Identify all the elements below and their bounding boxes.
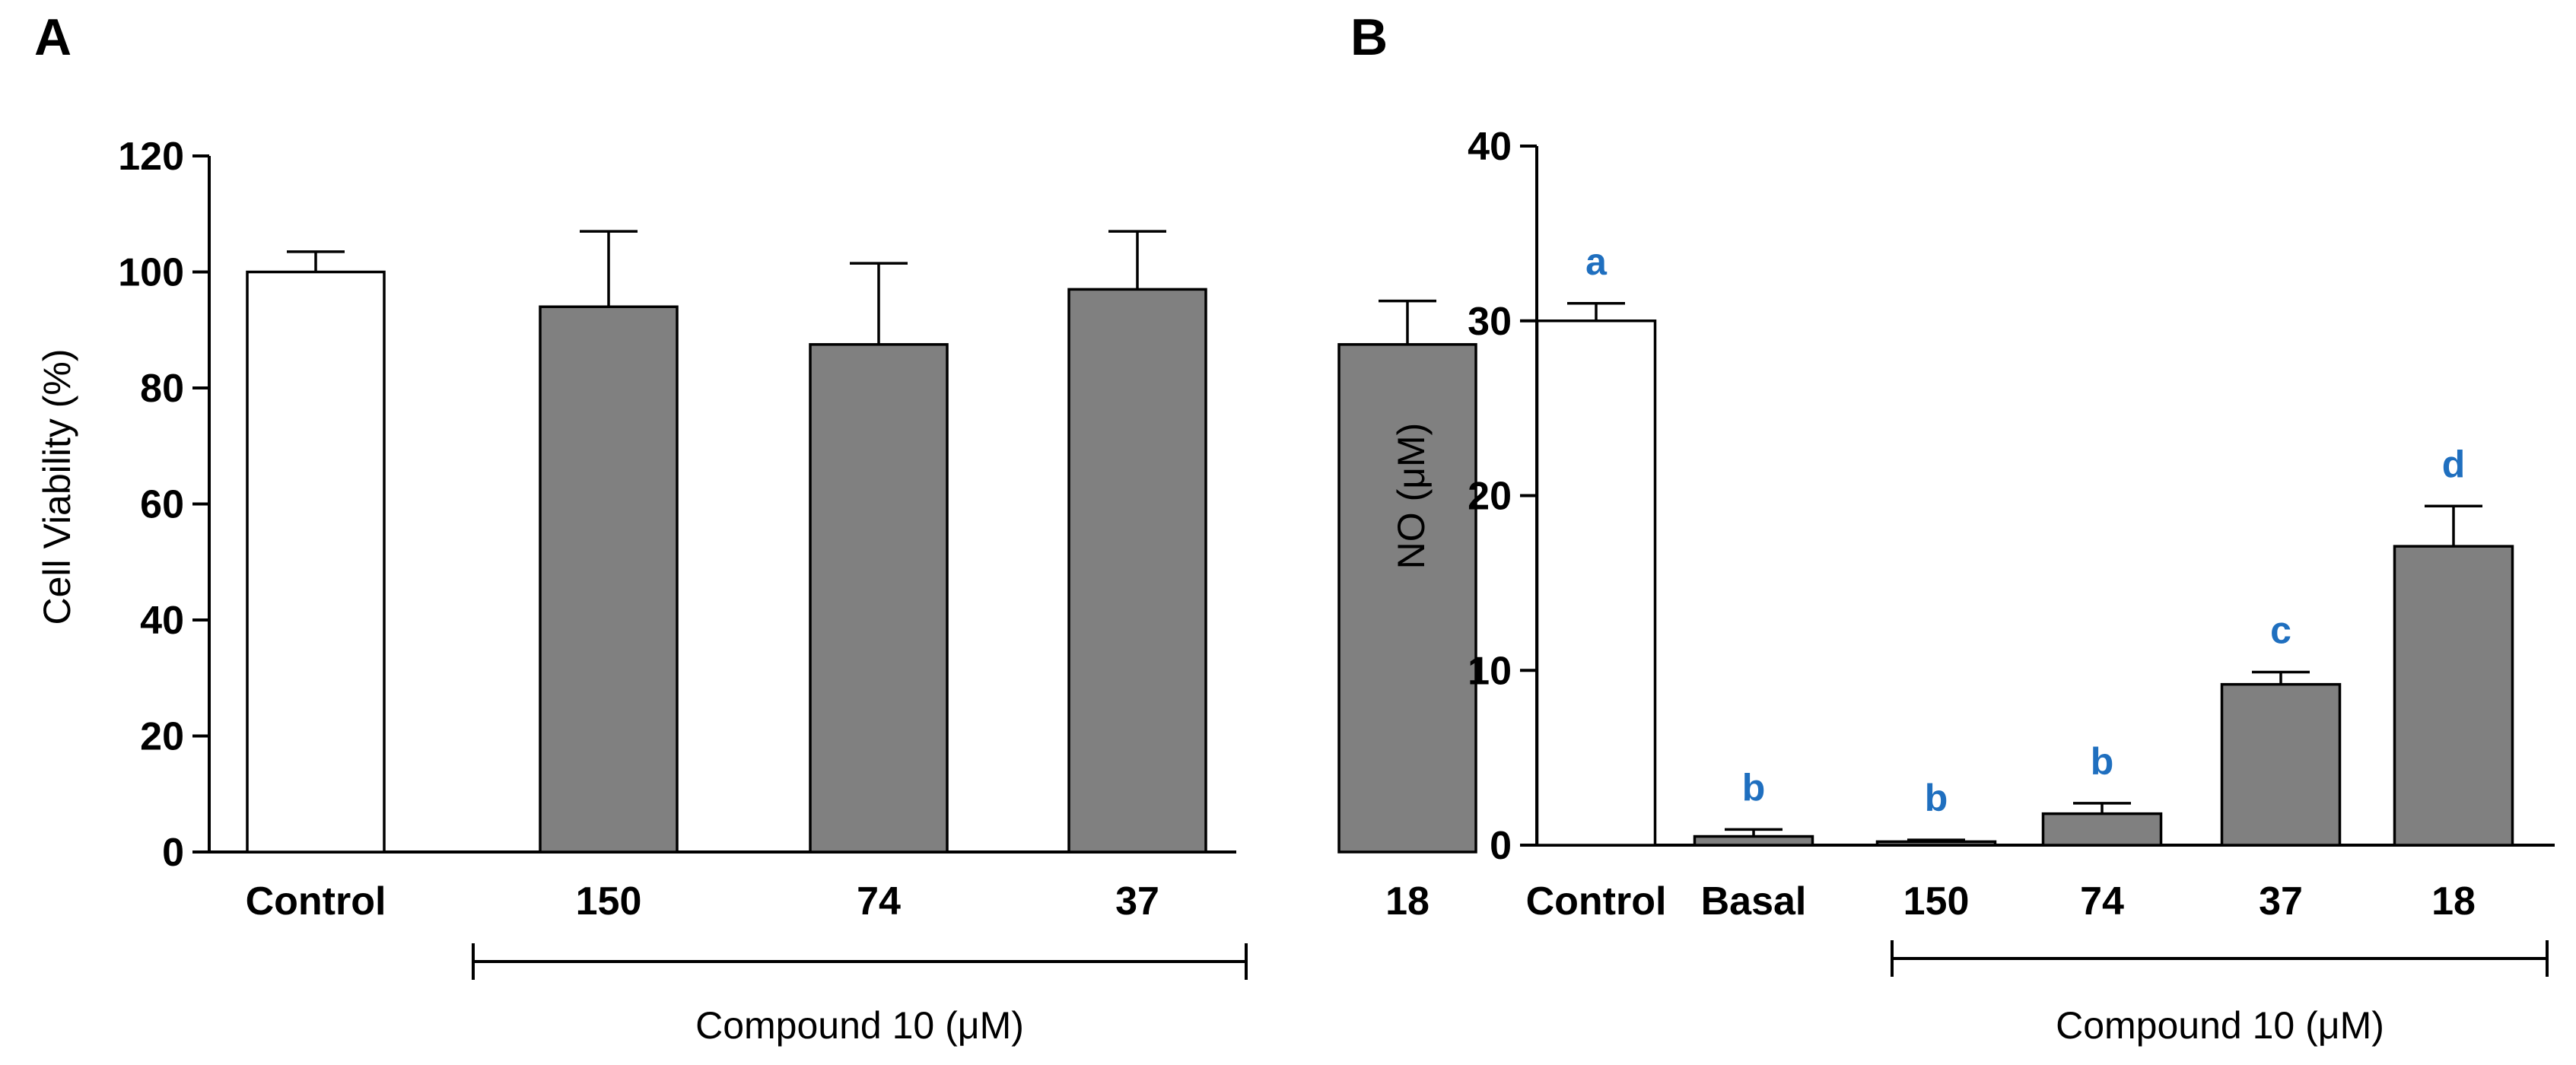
y-tick-label: 10 xyxy=(1468,649,1512,693)
bar-37 xyxy=(1067,288,1207,854)
category-label: Basal xyxy=(1701,879,1807,924)
panel-b-group-label: Compound 10 (μM) xyxy=(2056,1004,2384,1047)
significance-letter: b xyxy=(2091,740,2114,783)
category-label: 74 xyxy=(2080,879,2124,924)
y-tick-label: 80 xyxy=(140,367,184,411)
bar-150 xyxy=(1875,840,1997,847)
significance-letter: c xyxy=(2270,609,2291,652)
panel-b: B NO (μM) 0 10 20 30 40 Control a Basal b 150 b 74… xyxy=(1350,8,2555,1047)
y-tick-label: 20 xyxy=(1468,475,1512,519)
category-label: 18 xyxy=(2431,879,2476,924)
bar-18 xyxy=(2393,545,2514,847)
significance-letter: d xyxy=(2442,443,2466,485)
y-tick-label: 40 xyxy=(1468,125,1512,169)
panel-a: A Cell Viability (%) 0 20 40 60 80 100 120 Con… xyxy=(34,8,1477,1047)
significance-letter: a xyxy=(1585,240,1608,283)
category-label: 150 xyxy=(1903,879,1970,924)
bar-74 xyxy=(2041,812,2163,847)
category-label: Control xyxy=(1526,879,1667,924)
panel-a-letter: A xyxy=(34,8,72,66)
panel-b-ylabel: NO (μM) xyxy=(1390,423,1433,570)
category-label: 37 xyxy=(2259,879,2303,924)
bar-150 xyxy=(539,305,679,854)
y-tick-label: 0 xyxy=(1490,824,1512,868)
panel-a-ylabel: Cell Viability (%) xyxy=(36,348,78,625)
bar-Control xyxy=(246,270,386,854)
y-tick-label: 30 xyxy=(1468,300,1512,344)
bar-Basal xyxy=(1693,835,1814,847)
y-tick-label: 120 xyxy=(118,135,184,179)
bar-74 xyxy=(809,343,949,854)
panel-a-group-bracket xyxy=(472,943,1248,980)
category-label: Control xyxy=(246,879,386,924)
y-tick-label: 0 xyxy=(162,831,184,875)
category-label: 150 xyxy=(576,879,642,924)
panel-b-letter: B xyxy=(1350,8,1388,66)
significance-letter: b xyxy=(1742,766,1766,809)
category-label: 18 xyxy=(1385,879,1430,924)
y-tick-label: 60 xyxy=(140,483,184,527)
bar-18 xyxy=(1337,343,1477,854)
y-tick-label: 20 xyxy=(140,715,184,759)
y-tick-label: 40 xyxy=(140,599,184,643)
category-label: 74 xyxy=(857,879,901,924)
y-tick-label: 100 xyxy=(118,251,184,295)
panel-b-group-bracket xyxy=(1891,940,2549,977)
bar-37 xyxy=(2220,682,2342,847)
significance-letter: b xyxy=(1925,777,1948,819)
category-label: 37 xyxy=(1115,879,1159,924)
panel-a-group-label: Compound 10 (μM) xyxy=(695,1004,1024,1047)
bar-Control xyxy=(1535,320,1657,847)
